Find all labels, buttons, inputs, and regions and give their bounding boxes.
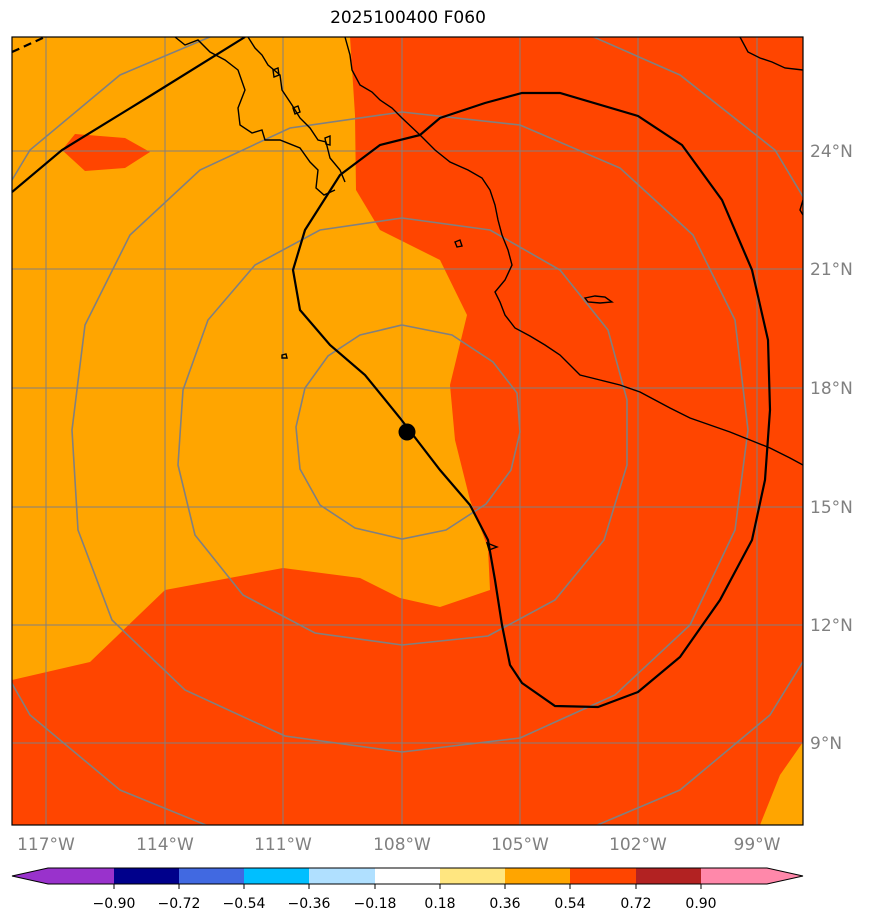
colorbar-segment xyxy=(48,868,114,884)
colorbar-tick-label: −0.72 xyxy=(158,896,201,912)
forecast-envelope xyxy=(291,91,772,709)
gulf-islands-1 xyxy=(272,67,280,78)
lat-label: 12°N xyxy=(810,616,853,636)
lat-label: 18°N xyxy=(810,379,853,399)
island-southwest xyxy=(281,353,288,359)
colorbar-segment xyxy=(636,868,701,884)
coast-northeast xyxy=(739,37,803,71)
lon-label: 105°W xyxy=(491,835,549,855)
coast-east-edge xyxy=(799,199,803,216)
graticule xyxy=(12,37,803,825)
colorbar-segment xyxy=(505,868,570,884)
colorbar-segment xyxy=(570,868,636,884)
lon-label: 102°W xyxy=(609,835,667,855)
colorbar-extend-high xyxy=(767,868,803,884)
colorbar-ticks xyxy=(113,884,702,889)
colorbar-segment xyxy=(244,868,309,884)
colorbar-segment xyxy=(179,868,244,884)
lat-label: 9°N xyxy=(810,734,842,754)
red-patch-northwest xyxy=(62,134,150,171)
colorbar-segment xyxy=(440,868,505,884)
latitude-labels: 24°N 21°N 18°N 15°N 12°N 9°N xyxy=(810,142,853,754)
longitude-labels: 117°W 114°W 111°W 108°W 105°W 102°W 99°W xyxy=(17,835,781,855)
colorbar-tick-label: −0.18 xyxy=(354,896,397,912)
colorbar-tick-label: 0.72 xyxy=(620,896,651,912)
storm-center-marker xyxy=(398,423,416,441)
orange-corner-southeast xyxy=(760,742,803,825)
lat-label: 21°N xyxy=(810,260,853,280)
island-islas-marias xyxy=(454,239,463,248)
lat-label: 15°N xyxy=(810,498,853,518)
track-northwest-dashed xyxy=(12,37,46,54)
colorbar-tick-label: −0.90 xyxy=(93,896,136,912)
lon-label: 114°W xyxy=(136,835,194,855)
colorbar-tick-label: −0.36 xyxy=(288,896,331,912)
coastlines xyxy=(174,37,803,551)
baja-coast-west xyxy=(174,37,336,196)
colorbar-outline xyxy=(11,867,804,885)
colorbar-tick-label: 0.18 xyxy=(424,896,455,912)
colorbar-tick-label: 0.54 xyxy=(554,896,585,912)
map-frame xyxy=(11,36,804,826)
gulf-islands-2 xyxy=(292,105,301,115)
colorbar-segment xyxy=(309,868,375,884)
colorbar-tick-label: −0.54 xyxy=(223,896,266,912)
colorbar-segment xyxy=(114,868,179,884)
lon-label: 111°W xyxy=(254,835,312,855)
colorbar: −0.90 −0.72 −0.54 −0.36 −0.18 0.18 0.36 … xyxy=(11,867,804,912)
red-region-east xyxy=(12,37,803,825)
storm-track xyxy=(12,37,772,709)
track-northwest xyxy=(12,37,246,193)
baja-coast-east xyxy=(247,37,346,183)
lat-label: 24°N xyxy=(810,142,853,162)
colorbar-segment xyxy=(701,868,767,884)
lon-label: 99°W xyxy=(734,835,781,855)
map-title: 2025100400 F060 xyxy=(330,8,486,28)
map-panel xyxy=(12,37,803,825)
lake-chapala xyxy=(583,295,614,304)
ring-4 xyxy=(12,37,803,825)
lon-label: 108°W xyxy=(373,835,431,855)
colorbar-tick-label: 0.90 xyxy=(685,896,716,912)
colorbar-extend-low xyxy=(12,868,48,884)
colorbar-tick-label: 0.36 xyxy=(489,896,520,912)
mainland-coast xyxy=(344,37,803,466)
colorbar-segment xyxy=(375,868,440,884)
lon-label: 117°W xyxy=(17,835,75,855)
gulf-islands-3 xyxy=(324,134,331,146)
coast-marker-south xyxy=(485,541,499,551)
